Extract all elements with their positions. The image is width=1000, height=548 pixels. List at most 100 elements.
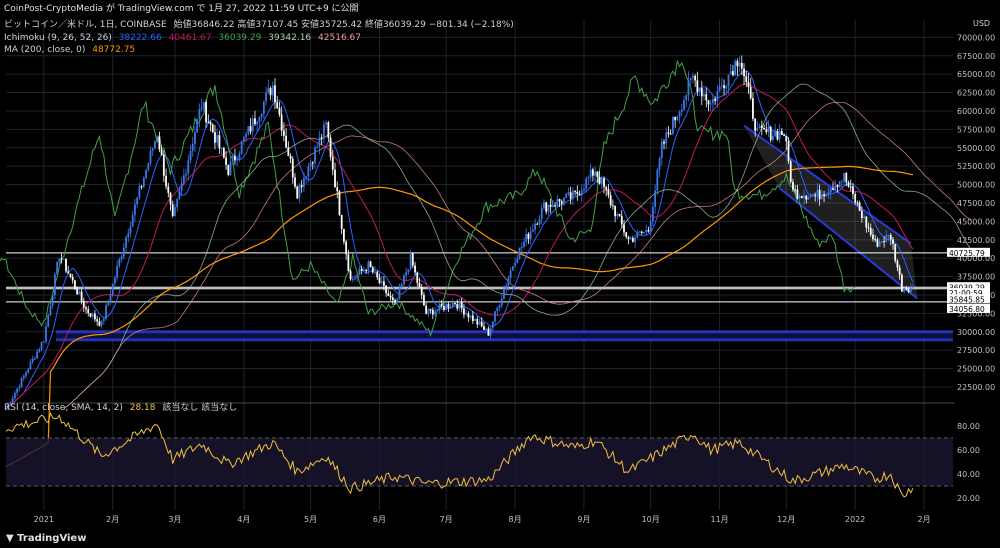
candle-body bbox=[218, 135, 221, 149]
candle-body bbox=[400, 284, 403, 288]
candle-body bbox=[596, 171, 599, 177]
candle-body bbox=[823, 194, 825, 197]
candle-body bbox=[336, 187, 339, 192]
ma-200-path bbox=[5, 165, 914, 468]
price-tick-label: 47500.00 bbox=[957, 199, 995, 208]
candle-body bbox=[656, 169, 659, 191]
candle-body bbox=[276, 102, 279, 109]
candle-body bbox=[87, 309, 90, 314]
candle-body bbox=[394, 300, 396, 303]
candle-body bbox=[638, 231, 641, 233]
candle-body bbox=[500, 298, 503, 306]
candle-body bbox=[609, 195, 612, 206]
candle-body bbox=[154, 141, 156, 149]
candle-body bbox=[752, 98, 754, 119]
time-tick-label: 5月 bbox=[304, 515, 317, 524]
ichimoku-span-a-value: 39342.16 bbox=[268, 33, 312, 43]
brand-name: TradingView bbox=[17, 533, 87, 544]
candle-body bbox=[745, 76, 748, 82]
candle-body bbox=[480, 321, 483, 327]
candle-body bbox=[680, 109, 683, 112]
candle-body bbox=[660, 141, 663, 159]
price-tick-label: 62500.00 bbox=[957, 89, 995, 98]
candle-body bbox=[178, 191, 181, 199]
candle-body bbox=[116, 266, 119, 278]
candle-body bbox=[58, 258, 61, 262]
price-tick-label: 22500.00 bbox=[957, 383, 995, 392]
candle-body bbox=[436, 309, 439, 312]
candle-body bbox=[905, 288, 908, 290]
candle-body bbox=[247, 126, 250, 134]
tradingview-logo[interactable]: ▼ TradingView bbox=[6, 533, 86, 544]
candle-body bbox=[894, 243, 897, 261]
candle-body bbox=[900, 274, 903, 292]
candle-body bbox=[698, 88, 701, 92]
footer-bar bbox=[0, 530, 1000, 548]
candle-body bbox=[383, 281, 385, 286]
candle-body bbox=[696, 80, 699, 92]
price-marker-box bbox=[947, 247, 990, 257]
candle-body bbox=[40, 341, 43, 350]
candle-body bbox=[102, 318, 105, 321]
price-tick-label: 55000.00 bbox=[957, 144, 995, 153]
candle-body bbox=[778, 131, 781, 140]
candle-body bbox=[142, 178, 145, 187]
ichimoku-legend[interactable]: Ichimoku (9, 26, 52, 26) 38222.66 40461.… bbox=[4, 33, 361, 44]
candle-body bbox=[838, 181, 841, 187]
rsi-legend[interactable]: RSI (14, close, SMA, 14, 2) 28.18 該当なし 該… bbox=[4, 403, 237, 414]
candle-body bbox=[567, 192, 570, 194]
candle-body bbox=[578, 193, 581, 196]
candle-body bbox=[42, 341, 45, 343]
candle-body bbox=[658, 158, 661, 170]
candle-body bbox=[25, 372, 27, 376]
candle-body bbox=[765, 129, 768, 133]
candle-body bbox=[347, 254, 350, 271]
candle-body bbox=[187, 160, 190, 174]
candle-body bbox=[685, 95, 688, 101]
candle-body bbox=[825, 193, 828, 197]
candle-body bbox=[458, 302, 461, 309]
candle-body bbox=[558, 199, 561, 202]
candle-body bbox=[251, 118, 254, 132]
candle-body bbox=[162, 154, 165, 176]
candle-body bbox=[700, 88, 703, 97]
time-tick-label: 11月 bbox=[710, 515, 728, 524]
price-marker-label: 35845.85 bbox=[949, 295, 985, 304]
candle-body bbox=[854, 193, 857, 203]
candle-body bbox=[640, 231, 643, 234]
candle-body bbox=[202, 102, 205, 108]
candle-body bbox=[105, 305, 107, 319]
candle-body bbox=[665, 132, 668, 144]
candle-body bbox=[165, 175, 167, 187]
rsi-tick-label: 60.00 bbox=[957, 446, 980, 455]
candle-body bbox=[340, 214, 343, 229]
candle-body bbox=[289, 155, 292, 159]
rsi-tick-label: 40.00 bbox=[957, 470, 980, 479]
candle-body bbox=[756, 128, 759, 131]
candle-body bbox=[254, 118, 256, 125]
candle-body bbox=[67, 271, 70, 274]
candle-body bbox=[207, 122, 210, 124]
candle-body bbox=[376, 271, 379, 278]
candle-body bbox=[885, 235, 888, 243]
candle-body bbox=[125, 237, 127, 248]
candle-body bbox=[396, 298, 399, 303]
candle-body bbox=[265, 92, 267, 102]
price-tick-label: 52500.00 bbox=[957, 162, 995, 171]
candle-body bbox=[205, 102, 207, 123]
candle-body bbox=[291, 158, 294, 178]
candle-body bbox=[547, 204, 550, 212]
candle-body bbox=[878, 241, 881, 247]
candle-body bbox=[258, 117, 261, 122]
candle-body bbox=[678, 111, 681, 117]
candle-body bbox=[865, 216, 868, 228]
candle-body bbox=[5, 409, 7, 411]
candle-body bbox=[565, 193, 568, 198]
candle-body bbox=[267, 88, 270, 93]
candle-body bbox=[129, 226, 132, 234]
candle-body bbox=[796, 189, 799, 199]
candle-body bbox=[663, 141, 665, 144]
ma-legend[interactable]: MA (200, close, 0) 48772.75 bbox=[4, 45, 135, 56]
candle-body bbox=[318, 137, 321, 147]
